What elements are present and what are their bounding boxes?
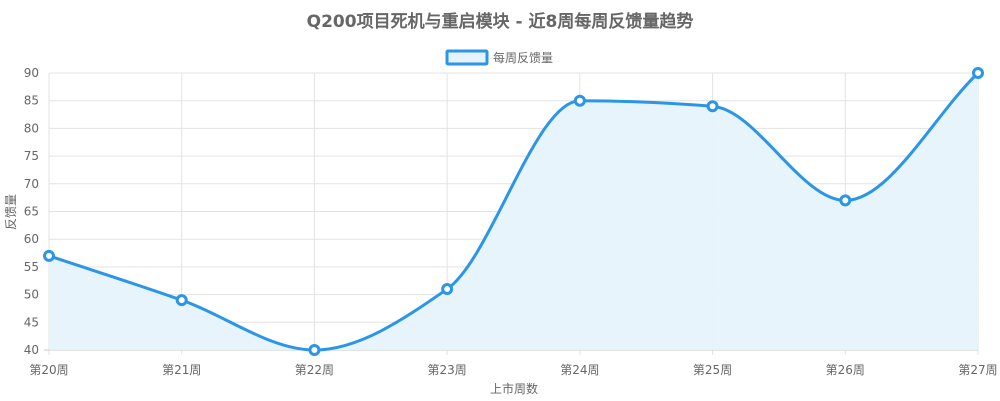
data-points [43, 67, 984, 356]
series-area-fill [49, 73, 978, 350]
data-point[interactable] [972, 67, 984, 79]
y-tick-label: 60 [24, 232, 39, 246]
legend[interactable]: 每周反馈量 [445, 49, 553, 66]
y-axis-label: 反馈量 [4, 194, 18, 230]
x-tick-label: 第23周 [428, 363, 467, 377]
legend-swatch [445, 49, 489, 66]
x-tick-label: 第20周 [29, 363, 68, 377]
y-tick-label: 75 [24, 149, 39, 163]
y-tick-label: 40 [24, 343, 39, 357]
x-tick-label: 第21周 [162, 363, 201, 377]
data-point[interactable] [441, 283, 454, 296]
x-tick-label: 第24周 [560, 363, 599, 377]
chart-title: Q200项目死机与重启模块 - 近8周每周反馈量趋势 [307, 11, 694, 32]
data-point[interactable] [706, 100, 719, 113]
y-tick-label: 50 [24, 288, 39, 302]
y-axis-ticks: 40 45 50 55 60 65 70 75 80 85 90 [24, 66, 39, 357]
data-point[interactable] [573, 94, 586, 107]
y-tick-label: 45 [24, 315, 39, 329]
x-tick-label: 第27周 [958, 363, 997, 377]
data-point[interactable] [839, 194, 852, 207]
x-tick-label: 第25周 [693, 363, 732, 377]
x-tick-label: 第26周 [826, 363, 865, 377]
y-tick-label: 70 [24, 177, 39, 191]
y-tick-label: 90 [24, 66, 39, 80]
legend-label: 每周反馈量 [493, 50, 553, 65]
data-point[interactable] [43, 249, 55, 262]
y-tick-label: 80 [24, 121, 39, 135]
data-point[interactable] [308, 344, 321, 356]
y-tick-label: 65 [24, 205, 39, 219]
x-axis-ticks: 第20周 第21周 第22周 第23周 第24周 第25周 第26周 第27周 [29, 363, 997, 377]
x-axis-label: 上市周数 [490, 381, 538, 396]
y-tick-label: 55 [24, 260, 39, 274]
data-point[interactable] [175, 294, 188, 307]
x-tick-label: 第22周 [295, 363, 334, 377]
y-tick-label: 85 [24, 94, 39, 108]
